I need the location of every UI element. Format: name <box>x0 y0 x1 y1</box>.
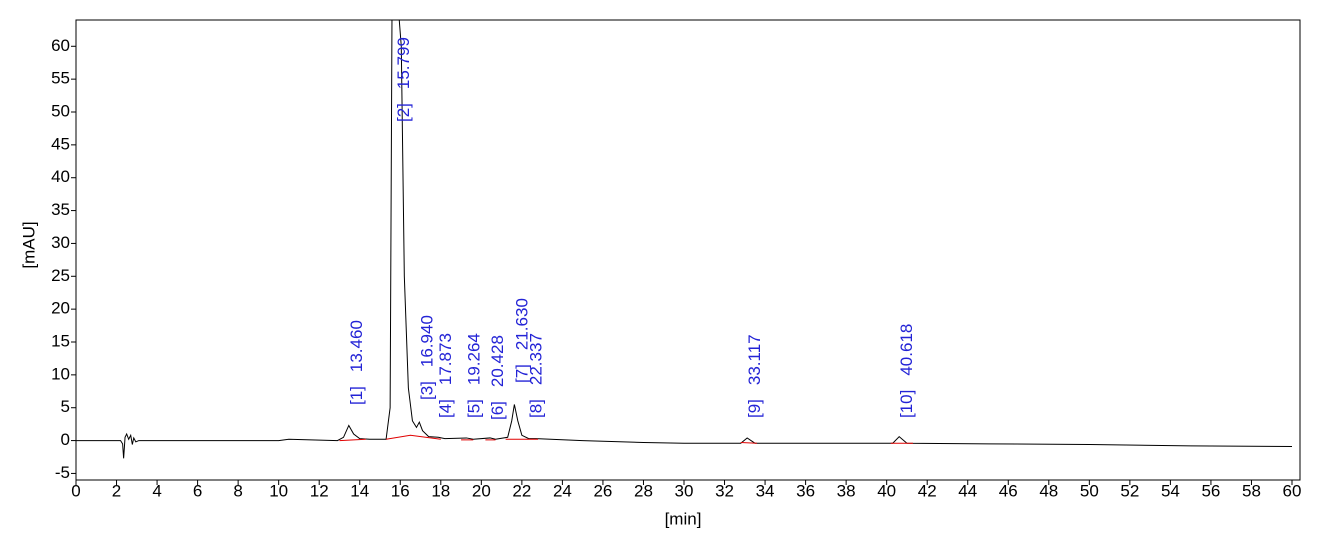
x-tick-label: 16 <box>391 481 410 500</box>
x-tick-label: 34 <box>756 481 775 500</box>
peak-label: [9] 33.117 <box>746 334 765 418</box>
x-tick-label: 22 <box>512 481 531 500</box>
x-tick-label: 54 <box>1161 481 1180 500</box>
x-tick-label: 28 <box>634 481 653 500</box>
x-tick-label: 48 <box>1039 481 1058 500</box>
x-tick-label: 52 <box>1120 481 1139 500</box>
y-tick-label: 55 <box>51 69 70 88</box>
y-axis-label: [mAU] <box>19 221 38 268</box>
peak-label: [1] 13.460 <box>347 320 366 405</box>
x-tick-label: 44 <box>958 481 977 500</box>
peak-label: [4] 17.873 <box>437 333 456 418</box>
x-tick-label: 36 <box>796 481 815 500</box>
x-tick-label: 26 <box>593 481 612 500</box>
x-tick-label: 14 <box>350 481 369 500</box>
x-tick-label: 2 <box>112 481 121 500</box>
peak-id: [6] <box>488 401 507 420</box>
x-tick-label: 4 <box>152 481 161 500</box>
peak-time: 19.264 <box>465 333 484 385</box>
peak-label: [6] 20.428 <box>488 335 507 420</box>
peak-label: [7] 21.630 <box>513 298 532 383</box>
y-tick-label: 20 <box>51 299 70 318</box>
peak-time: 33.117 <box>746 334 765 385</box>
peak-label: [10] 40.618 <box>898 324 917 418</box>
peak-id: [3] <box>418 381 437 400</box>
peak-time: 13.460 <box>347 320 366 372</box>
x-tick-label: 60 <box>1283 481 1302 500</box>
y-tick-label: 15 <box>51 331 70 350</box>
y-tick-label: 0 <box>61 430 70 449</box>
y-tick-label: 10 <box>51 364 70 383</box>
x-tick-label: 46 <box>999 481 1018 500</box>
y-tick-label: 45 <box>51 134 70 153</box>
x-tick-label: 38 <box>837 481 856 500</box>
peak-label: [8] 22.337 <box>527 333 546 418</box>
peak-time: 16.940 <box>418 315 437 367</box>
x-tick-label: 42 <box>918 481 937 500</box>
plot-frame <box>75 19 1301 481</box>
x-tick-label: 58 <box>1242 481 1261 500</box>
peak-id: [8] <box>527 399 546 418</box>
peak-time: 20.428 <box>488 335 507 387</box>
peak-id: [4] <box>437 399 456 418</box>
peak-time: 21.630 <box>513 298 532 350</box>
peak-id: [7] <box>513 364 532 383</box>
x-tick-label: 12 <box>310 481 329 500</box>
x-tick-label: 6 <box>193 481 202 500</box>
peak-time: 40.618 <box>898 324 917 376</box>
x-tick-label: 18 <box>431 481 450 500</box>
x-tick-label: 50 <box>1080 481 1099 500</box>
x-tick-label: 0 <box>71 481 80 500</box>
y-tick-label: 5 <box>61 397 70 416</box>
x-tick-label: 32 <box>715 481 734 500</box>
peak-label: [2] 15.799 <box>395 37 414 122</box>
peak-time: 17.873 <box>437 333 456 385</box>
peak-time: 15.799 <box>395 37 414 89</box>
peak-time: 22.337 <box>527 333 546 385</box>
x-axis-label: [min] <box>665 509 702 528</box>
y-tick-label: 50 <box>51 101 70 120</box>
peak-id: [10] <box>898 390 917 418</box>
peak-id: [9] <box>746 399 765 418</box>
peak-id: [5] <box>465 399 484 418</box>
x-tick-label: 56 <box>1201 481 1220 500</box>
signal-line <box>339 434 914 444</box>
peak-id: [1] <box>347 386 366 405</box>
y-tick-label: 25 <box>51 266 70 285</box>
x-tick-label: 24 <box>553 481 572 500</box>
x-tick-label: 20 <box>472 481 491 500</box>
x-tick-label: 10 <box>269 481 288 500</box>
y-tick-label: 40 <box>51 167 70 186</box>
x-tick-label: 8 <box>233 481 242 500</box>
peak-label: [3] 16.940 <box>418 315 437 400</box>
y-tick-label: 60 <box>51 36 70 55</box>
x-tick-label: 30 <box>675 481 694 500</box>
peak-label: [5] 19.264 <box>465 333 484 418</box>
peak-id: [2] <box>395 103 414 122</box>
signal-line <box>76 20 1293 459</box>
x-tick-label: 40 <box>877 481 896 500</box>
y-tick-label: 35 <box>51 200 70 219</box>
y-tick-label: 30 <box>51 233 70 252</box>
y-tick-label: -5 <box>55 463 70 482</box>
